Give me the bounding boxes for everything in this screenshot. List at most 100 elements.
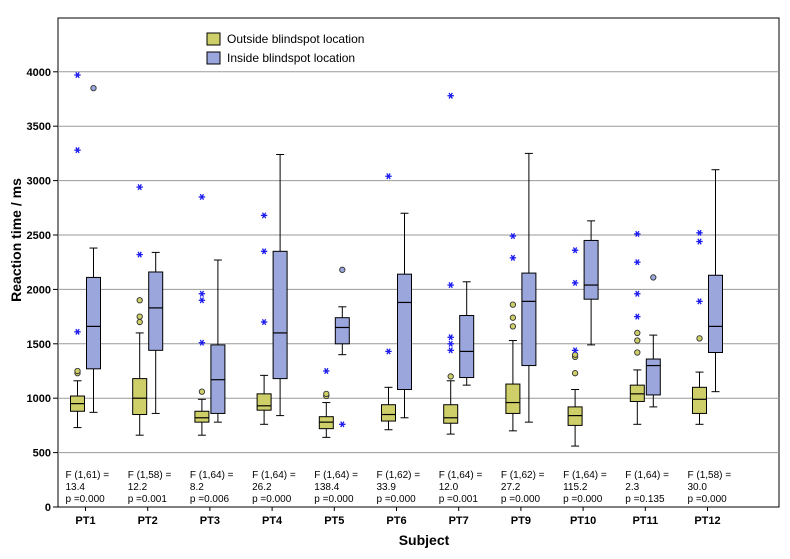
extreme-marker-stroke (697, 229, 702, 236)
x-tick-label: PT3 (200, 515, 220, 527)
extreme-marker (74, 328, 81, 335)
stat-p-value: p =0.000 (501, 494, 541, 505)
stat-f-value: 2.3 (625, 482, 639, 493)
extreme-marker (509, 232, 517, 240)
y-tick-label: 0 (45, 502, 51, 514)
extreme-marker-stroke (199, 297, 205, 304)
extreme-marker (447, 92, 454, 99)
outlier-marker (634, 329, 641, 337)
outlier-marker (696, 335, 703, 342)
extreme-marker-stroke (75, 328, 80, 335)
stat-f-value: 26.2 (252, 482, 272, 493)
outlier-marker (634, 337, 641, 344)
iqr-box (443, 404, 459, 424)
extreme-marker (571, 247, 579, 254)
iqr-box (256, 393, 272, 411)
extreme-marker (323, 367, 330, 375)
y-tick-label: 4000 (27, 67, 51, 79)
outlier-marker (509, 301, 517, 308)
x-tick-label: PT7 (449, 515, 469, 527)
box-outside-pt4 (256, 212, 272, 425)
extreme-marker-stroke (635, 313, 640, 320)
extreme-marker (385, 173, 392, 180)
extreme-marker (634, 313, 641, 320)
extreme-marker (634, 259, 641, 266)
extreme-marker-stroke (137, 251, 142, 258)
extreme-marker-stroke (448, 340, 453, 347)
extreme-marker (696, 298, 703, 305)
stat-p-value: p =0.000 (688, 494, 728, 505)
stat-f-label: F (1,64) = (439, 470, 483, 481)
x-tick-label: PT6 (386, 515, 406, 527)
stat-annotation: F (1,64) =2.3p =0.135 (625, 470, 669, 505)
extreme-marker-stroke (448, 347, 453, 354)
extreme-marker-stroke (386, 173, 391, 180)
extreme-marker (571, 347, 579, 354)
outlier-marker (447, 373, 454, 380)
iqr-box (708, 274, 723, 354)
extreme-marker (260, 318, 268, 326)
extreme-marker (74, 147, 81, 154)
extreme-marker (447, 347, 454, 354)
legend-swatch-inside (206, 51, 221, 65)
outlier-marker (509, 323, 517, 330)
grid-lines (57, 17, 780, 508)
extreme-marker (74, 71, 81, 79)
stat-f-value: 8.2 (190, 482, 204, 493)
stat-annotation: F (1,62) =27.2p =0.000 (501, 470, 545, 505)
outlier-marker (339, 266, 346, 273)
extreme-marker (198, 193, 206, 201)
iqr-box (381, 404, 396, 422)
outlier-marker (650, 274, 657, 281)
stat-annotation: F (1,64) =8.2p =0.006 (190, 470, 234, 505)
x-tick-label: PT5 (324, 515, 344, 527)
y-tick-label: 3500 (27, 121, 51, 133)
y-tick-label: 1500 (27, 339, 51, 351)
box-inside-pt12 (708, 169, 723, 393)
extreme-marker-stroke (448, 334, 453, 341)
stat-f-label: F (1,64) = (190, 470, 234, 481)
extreme-marker (339, 421, 346, 428)
box-inside-pt6 (397, 212, 412, 419)
extreme-marker-stroke (75, 71, 80, 79)
extreme-marker-stroke (635, 259, 640, 266)
box-inside-pt1 (86, 84, 101, 413)
stat-f-value: 33.9 (377, 482, 397, 493)
y-tick-label: 500 (33, 448, 51, 460)
box-outside-pt10 (567, 247, 583, 447)
stat-annotation: F (1,58) =30.0p =0.000 (688, 470, 732, 505)
legend: Outside blindspot location Inside blindsp… (206, 32, 364, 65)
extreme-marker-stroke (697, 238, 702, 245)
x-tick-label: PT1 (75, 515, 95, 527)
plot-frame (57, 17, 780, 508)
extreme-marker-stroke (572, 279, 578, 286)
y-axis-label: Reaction time / ms (8, 178, 24, 302)
box-outside-pt11 (629, 230, 645, 425)
box-outside-pt2 (132, 184, 148, 436)
iqr-box (692, 386, 707, 414)
stat-annotation: F (1,64) =115.2p =0.000 (563, 470, 607, 505)
extreme-marker (260, 248, 268, 255)
outlier-marker (74, 367, 81, 375)
outlier-marker (136, 313, 143, 320)
extreme-marker (136, 251, 143, 258)
stat-p-value: p =0.000 (314, 494, 354, 505)
extreme-marker (136, 184, 143, 191)
stat-f-value: 12.2 (128, 482, 148, 493)
box-outside-pt7 (443, 92, 459, 435)
extreme-marker-stroke (386, 348, 391, 355)
stat-p-value: p =0.000 (563, 494, 603, 505)
stat-annotation: F (1,58) =12.2p =0.001 (128, 470, 172, 505)
stat-p-value: p =0.000 (66, 494, 106, 505)
extreme-marker-stroke (572, 247, 578, 254)
stat-f-label: F (1,64) = (563, 470, 607, 481)
box-inside-pt11 (645, 274, 661, 408)
y-tick-label: 1000 (27, 393, 51, 405)
extreme-marker (260, 212, 268, 219)
extreme-marker (198, 290, 206, 297)
stat-f-label: F (1,58) = (128, 470, 172, 481)
extreme-marker-stroke (199, 339, 205, 346)
extreme-marker (571, 279, 579, 286)
y-axis-ticks: 0 500 1000 1500 2000 2500 3000 3500 4000 (27, 67, 58, 514)
box-outside-pt12 (692, 229, 707, 425)
